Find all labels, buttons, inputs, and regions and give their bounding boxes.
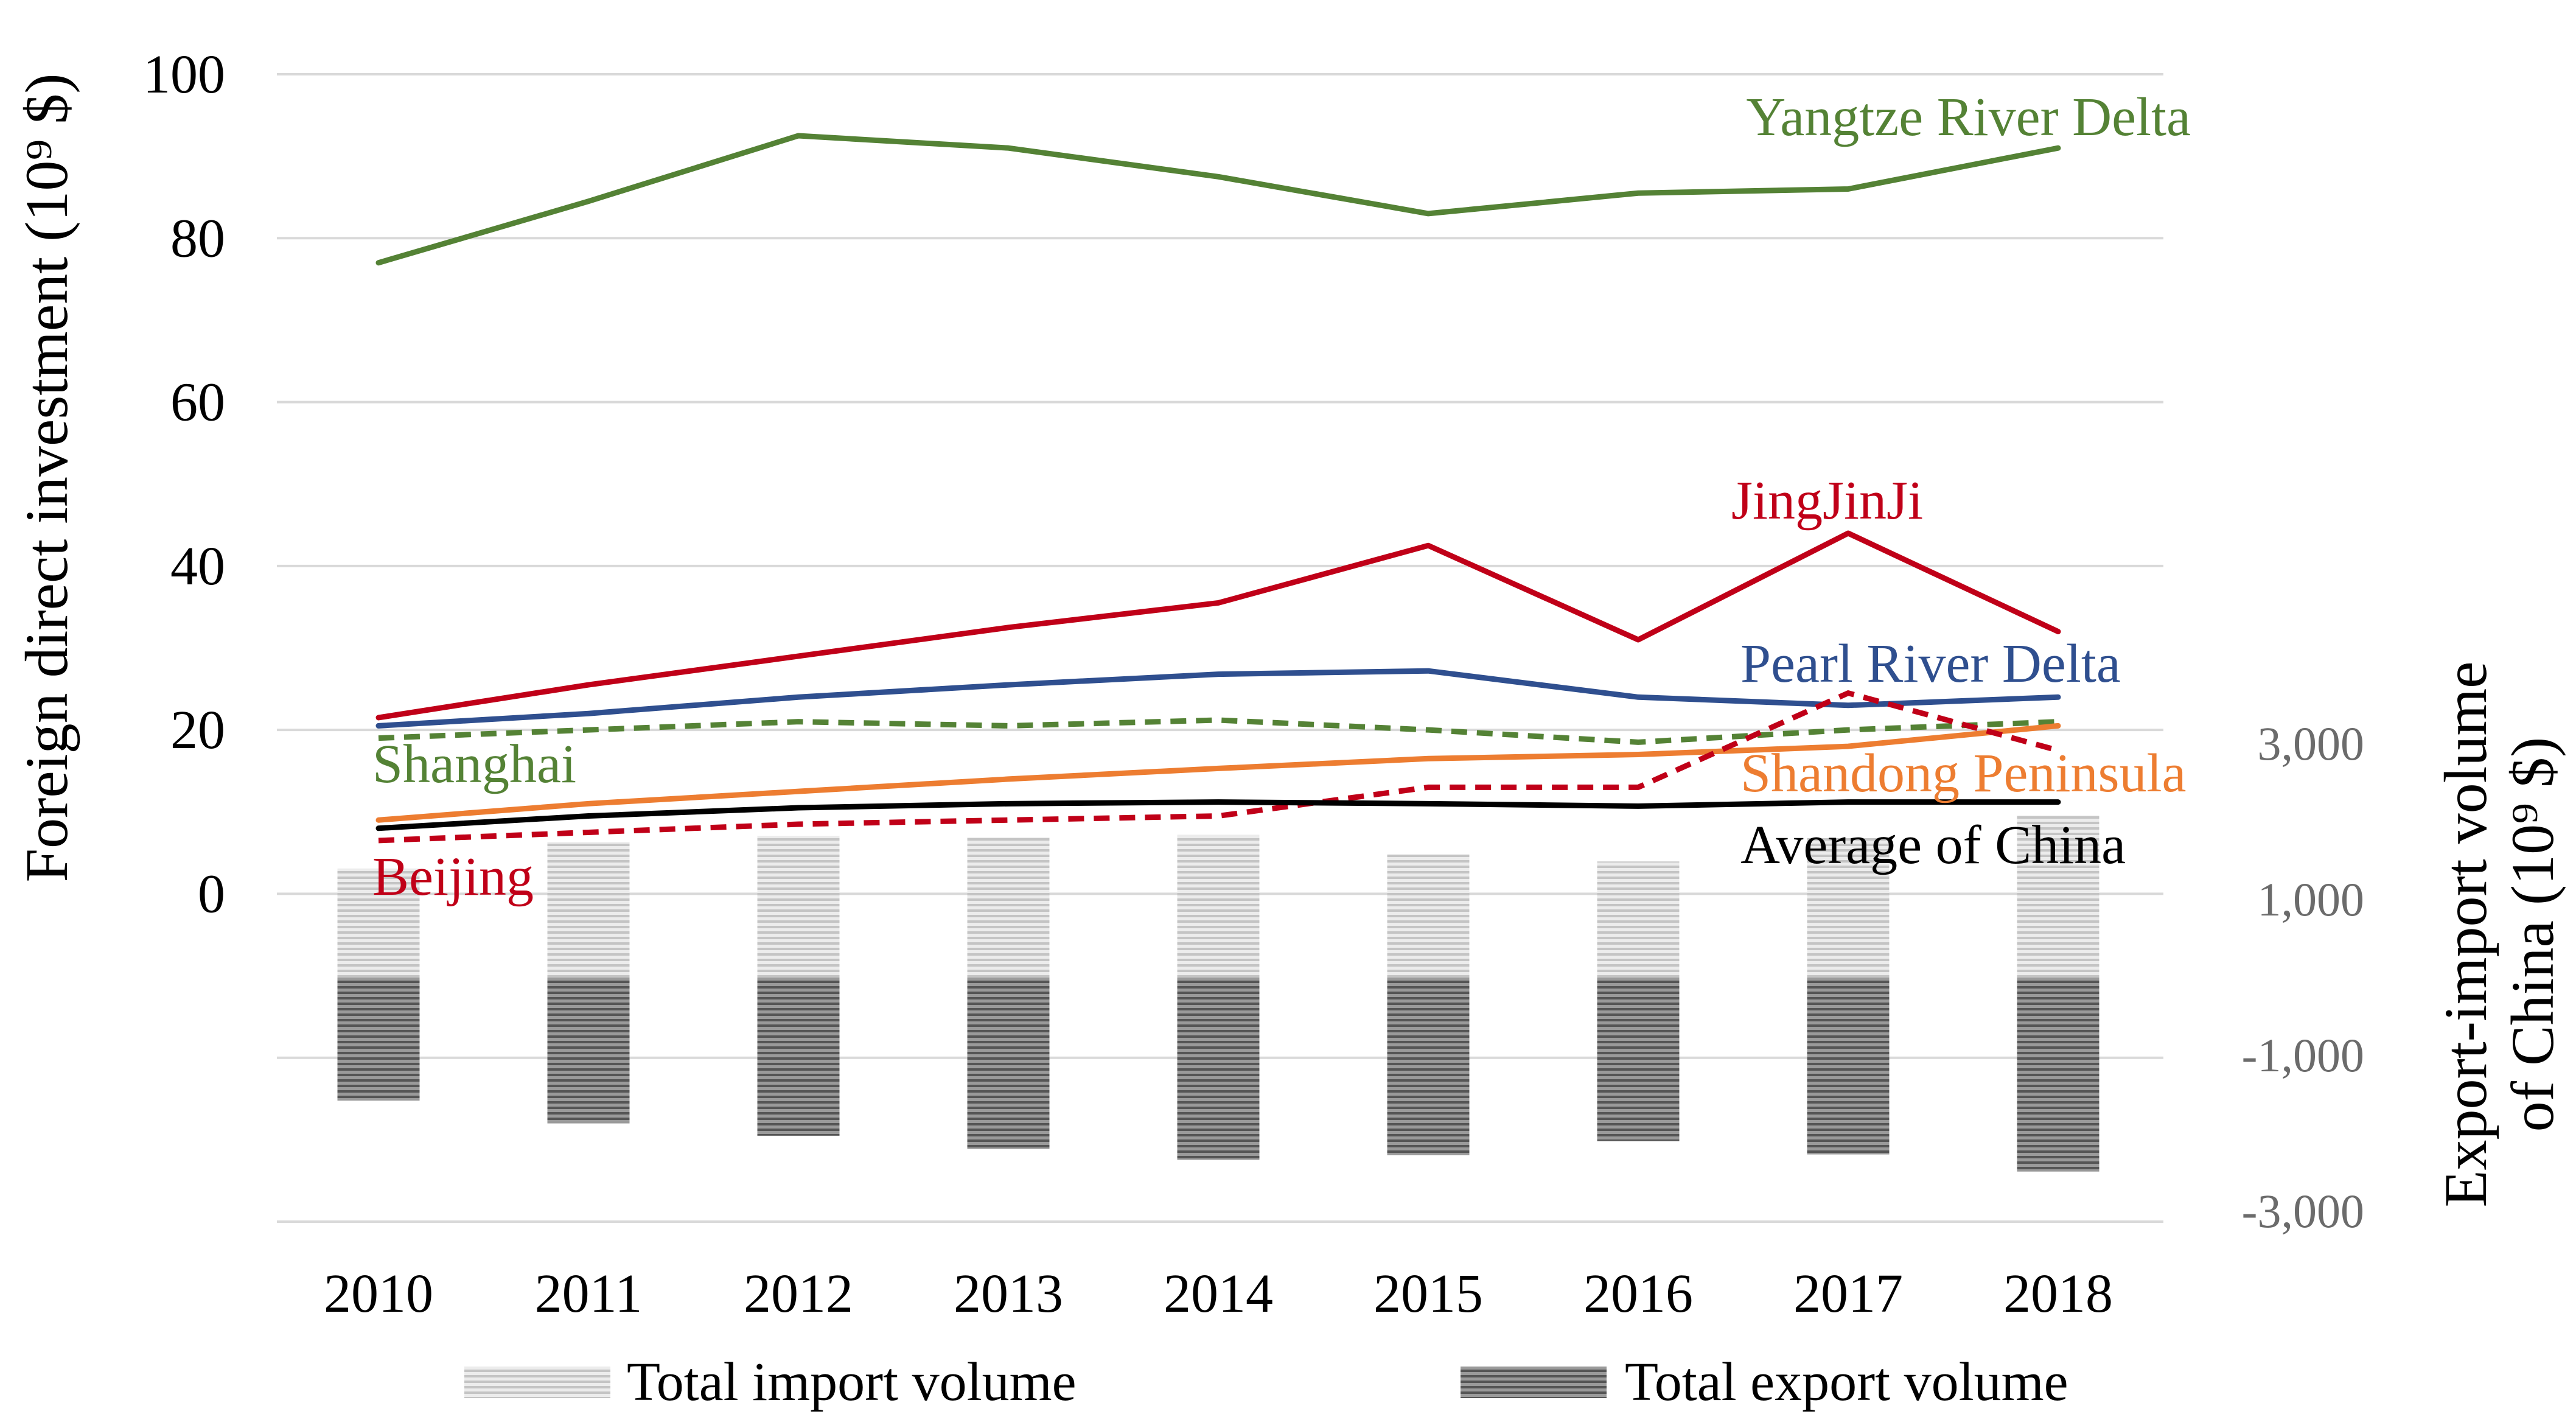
y-left-tick-label: 20 xyxy=(170,700,225,760)
y-left-tick-label: 100 xyxy=(143,44,225,105)
series-label-yangtze-river-delta: Yangtze River Delta xyxy=(1746,87,2191,147)
import-bar xyxy=(1387,854,1470,978)
import-bar xyxy=(337,868,420,978)
export-bar xyxy=(1597,978,1680,1141)
y-left-tick-label: 60 xyxy=(170,373,225,433)
bar-series xyxy=(337,815,2100,1172)
export-bar xyxy=(757,978,840,1136)
import-bar xyxy=(547,842,630,978)
series-label-shanghai: Shanghai xyxy=(372,734,576,794)
line-series xyxy=(375,133,2061,844)
import-bar xyxy=(2017,815,2100,978)
series-line-yangtze-river-delta xyxy=(375,133,2061,266)
export-bar xyxy=(1177,978,1260,1160)
x-tick-label: 2016 xyxy=(1583,1264,1693,1324)
y-right-tick-label: -1,000 xyxy=(2242,1029,2364,1082)
series-label-average-of-china: Average of China xyxy=(1740,815,2126,875)
x-tick-label: 2010 xyxy=(324,1264,433,1324)
y-right-tick-label: -3,000 xyxy=(2242,1185,2364,1237)
legend-swatch-export xyxy=(1461,1367,1607,1398)
legend-label-export: Total export volume xyxy=(1625,1352,2068,1412)
export-bar xyxy=(1387,978,1470,1155)
import-bar xyxy=(757,836,840,978)
y-left-tick-label: 0 xyxy=(198,864,225,924)
x-tick-label: 2012 xyxy=(744,1264,853,1324)
x-tick-label: 2014 xyxy=(1164,1264,1273,1324)
y-left-tick-label: 80 xyxy=(170,208,225,268)
legend-label-import: Total import volume xyxy=(627,1352,1077,1412)
y-left-axis-title: Foreign direct investment (10⁹ $) xyxy=(13,73,80,882)
y-right-axis-title-line2: of China (10⁹ $) xyxy=(2499,737,2566,1132)
x-tick-label: 2017 xyxy=(1793,1264,1903,1324)
series-line-beijing xyxy=(378,690,2059,844)
export-bar xyxy=(967,978,1050,1149)
series-label-pearl-river-delta: Pearl River Delta xyxy=(1740,634,2121,694)
export-bar xyxy=(337,978,420,1101)
y-right-tick-label: 3,000 xyxy=(2258,717,2365,770)
y-right-axis-title: Export-import volume xyxy=(2432,661,2499,1207)
x-tick-label: 2018 xyxy=(2003,1264,2113,1324)
series-label-beijing: Beijing xyxy=(372,847,534,907)
y-right-tick-label: 1,000 xyxy=(2258,873,2365,926)
export-bar xyxy=(1807,978,1890,1155)
series-label-shandong-peninsula: Shandong Peninsula xyxy=(1740,743,2186,803)
axes: 100 80 60 40 20 0 3,000 1,000 -1,000 -3,000 2010 20… xyxy=(13,44,2566,1324)
x-tick-label: 2013 xyxy=(954,1264,1063,1324)
series-label-jingjinji: JingJinJi xyxy=(1731,471,1923,531)
y-left-tick-label: 40 xyxy=(170,536,225,597)
x-tick-label: 2015 xyxy=(1374,1264,1483,1324)
export-bar xyxy=(2017,978,2100,1172)
series-line-jingjinji xyxy=(375,530,2061,721)
import-bar xyxy=(967,837,1050,978)
export-bar xyxy=(547,978,630,1124)
import-bar xyxy=(1807,838,1890,978)
series-line-average-of-china xyxy=(375,799,2061,831)
x-tick-label: 2011 xyxy=(535,1264,643,1324)
legend-swatch-import xyxy=(464,1367,610,1398)
import-bar xyxy=(1177,835,1260,978)
series-labels: Yangtze River Delta JingJinJi Pearl River … xyxy=(372,87,2191,907)
series-line-shanghai xyxy=(378,717,2059,745)
series-line-pearl-river-delta xyxy=(375,668,2061,729)
legend: Total import volume Total export volume xyxy=(464,1352,2068,1412)
series-line-shandong-peninsula xyxy=(375,723,2061,823)
import-bar xyxy=(1597,861,1680,978)
